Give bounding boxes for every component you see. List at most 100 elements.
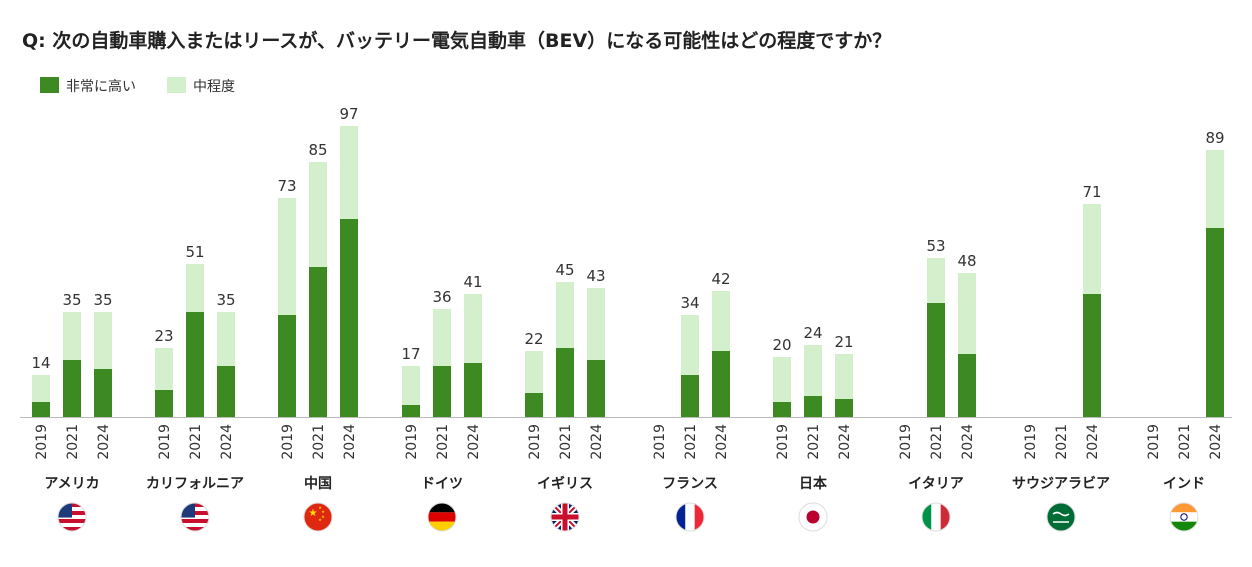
flag-border — [180, 502, 210, 532]
bar-high — [278, 315, 296, 417]
bar-high — [155, 390, 173, 417]
flag-stripe — [181, 519, 209, 523]
bar-high — [958, 354, 976, 417]
bar-high — [94, 369, 112, 417]
flag-stripe — [1170, 503, 1198, 513]
flag-body — [922, 503, 950, 531]
us-flag-icon — [180, 502, 210, 532]
japan-flag-icon — [798, 502, 828, 532]
bar-moderate — [587, 288, 605, 360]
bar-high — [773, 402, 791, 417]
bar-total-label: 21 — [834, 333, 853, 351]
flag-stripe — [428, 521, 456, 531]
year-tick-label: 2021 — [65, 424, 81, 460]
year-tick-label: 2021 — [929, 424, 945, 460]
bar-high — [309, 267, 327, 417]
year-tick-label: 2019 — [34, 424, 50, 460]
flag-small-star: ★ — [318, 517, 322, 522]
flag-stripe — [685, 503, 695, 531]
bar-total-label: 23 — [154, 327, 173, 345]
bar-high — [804, 396, 822, 417]
bar-moderate — [958, 273, 976, 354]
bar-moderate — [556, 282, 574, 348]
flag-border — [1169, 502, 1199, 532]
flag-stripe — [922, 503, 932, 531]
country-label: アメリカ — [44, 476, 99, 492]
flag-border — [675, 502, 705, 532]
uk-flag-icon — [550, 502, 580, 532]
legend-swatch — [167, 77, 186, 93]
country-label: イタリア — [908, 476, 963, 492]
india-flag-icon — [1169, 502, 1199, 532]
bar-high — [1083, 294, 1101, 417]
year-tick-label: 2019 — [775, 424, 791, 460]
year-tick-label: 2021 — [1177, 424, 1193, 460]
bar-total-label: 43 — [586, 267, 605, 285]
flag-stripe — [428, 512, 456, 522]
flag-stripe — [58, 519, 86, 523]
bar-moderate — [433, 309, 451, 366]
country-label: サウジアラビア — [1012, 476, 1110, 492]
flag-body — [551, 503, 579, 531]
country-label: インド — [1163, 476, 1205, 492]
bar-total-label: 41 — [463, 273, 482, 291]
bar-total-label: 48 — [957, 252, 976, 270]
legend-swatch — [40, 77, 59, 93]
germany-flag-icon — [427, 502, 457, 532]
bar-high — [63, 360, 81, 417]
saudi-flag-icon — [1046, 502, 1076, 532]
bar-moderate — [278, 198, 296, 315]
bar-high — [464, 363, 482, 417]
flag-body — [676, 503, 704, 531]
bar-total-label: 85 — [308, 141, 327, 159]
year-tick-label: 2019 — [1146, 424, 1162, 460]
year-tick-label: 2021 — [311, 424, 327, 460]
bar-high — [217, 366, 235, 417]
flag-border — [303, 502, 333, 532]
year-tick-label: 2021 — [683, 424, 699, 460]
bar-moderate — [681, 315, 699, 375]
bar-total-label: 35 — [62, 291, 81, 309]
bar-moderate — [835, 354, 853, 399]
year-tick-label: 2024 — [1208, 424, 1224, 460]
flag-border — [921, 502, 951, 532]
bar-moderate — [712, 291, 730, 351]
bar-high — [587, 360, 605, 417]
year-tick-label: 2019 — [527, 424, 543, 460]
country-label: ドイツ — [421, 476, 463, 492]
bar-moderate — [927, 258, 945, 303]
legend: 非常に高い 中程度 — [40, 77, 235, 95]
flag-border — [1046, 502, 1076, 532]
year-tick-label: 2024 — [466, 424, 482, 460]
flag-field — [304, 503, 332, 531]
bar-high — [835, 399, 853, 417]
year-tick-label: 2021 — [806, 424, 822, 460]
bar-high — [186, 312, 204, 417]
flag-stripe — [1170, 521, 1198, 531]
us-flag-icon — [57, 502, 87, 532]
flag-body — [1047, 503, 1075, 531]
flag-cross-red — [551, 514, 579, 520]
bar-moderate — [217, 312, 235, 366]
flag-border — [427, 502, 457, 532]
bar-moderate — [773, 357, 791, 402]
flag-body — [799, 503, 827, 531]
bar-moderate — [464, 294, 482, 363]
legend-label: 中程度 — [193, 79, 235, 95]
bar-total-label: 53 — [926, 237, 945, 255]
year-tick-label: 2024 — [342, 424, 358, 460]
year-tick-label: 2024 — [589, 424, 605, 460]
china-flag-icon: ★★★★★ — [303, 502, 333, 532]
bar-high — [1206, 228, 1224, 417]
year-tick-label: 2021 — [188, 424, 204, 460]
flag-stripe — [940, 503, 950, 531]
bar-moderate — [804, 345, 822, 396]
flag-stripe — [694, 503, 704, 531]
bar-moderate — [155, 348, 173, 390]
year-tick-label: 2024 — [1085, 424, 1101, 460]
year-tick-label: 2021 — [558, 424, 574, 460]
bar-moderate — [402, 366, 420, 405]
flag-stripe — [428, 503, 456, 513]
year-tick-label: 2024 — [714, 424, 730, 460]
